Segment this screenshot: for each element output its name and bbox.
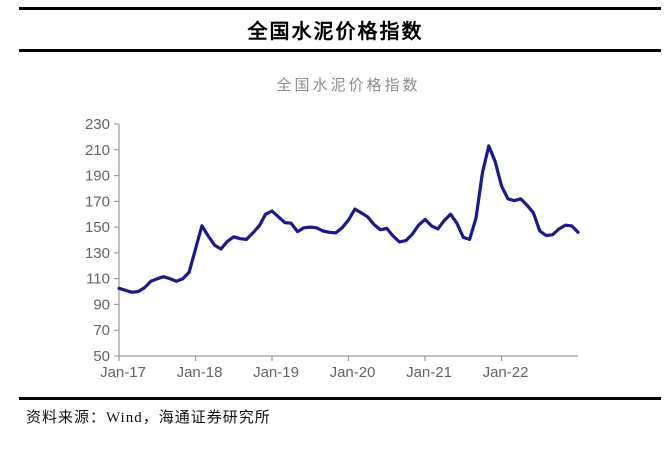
x-tick-label: Jan-19 xyxy=(253,364,299,381)
source-note: 资料来源：Wind，海通证券研究所 xyxy=(26,410,271,426)
bottom-rule xyxy=(19,397,661,400)
x-tick-label: Jan-20 xyxy=(330,364,376,381)
y-tick-label: 150 xyxy=(85,219,110,236)
y-tick-label: 130 xyxy=(85,245,110,262)
x-tick-label: Jan-22 xyxy=(483,364,529,381)
figure-title: 全国水泥价格指数 xyxy=(247,21,424,43)
y-tick-label: 110 xyxy=(86,271,110,288)
y-tick-label: 190 xyxy=(85,168,110,185)
y-tick-label: 70 xyxy=(93,322,110,339)
price-index-line xyxy=(117,144,580,294)
y-tick-label: 170 xyxy=(85,193,110,210)
y-tick-label: 90 xyxy=(93,296,110,313)
chart-title: 全国水泥价格指数 xyxy=(276,78,421,94)
axes xyxy=(114,123,578,361)
x-tick-label: Jan-18 xyxy=(177,364,223,381)
y-tick-label: 230 xyxy=(85,116,110,133)
x-tick-label: Jan-21 xyxy=(406,364,452,381)
x-tick-label: Jan-17 xyxy=(100,364,146,381)
top-rule xyxy=(19,7,661,10)
title-bottom-rule xyxy=(19,49,661,52)
y-tick-label: 210 xyxy=(85,142,110,159)
y-tick-label: 50 xyxy=(93,348,110,365)
